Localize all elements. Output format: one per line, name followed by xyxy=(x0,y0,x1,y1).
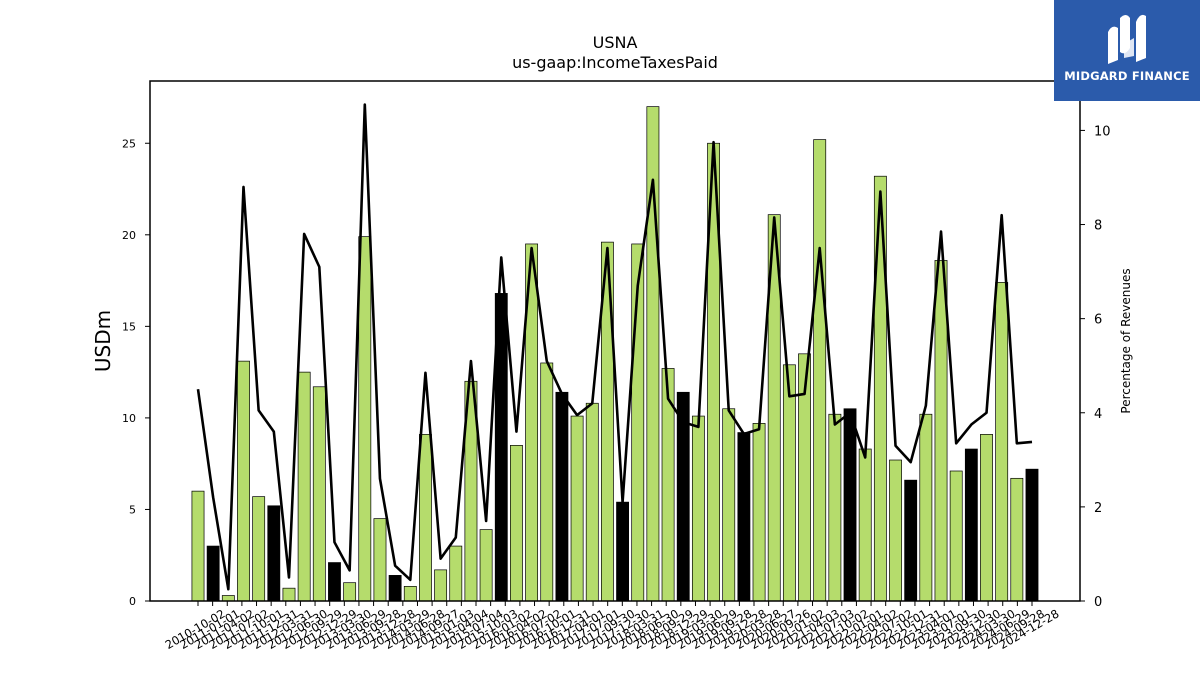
bar-36 xyxy=(737,432,751,602)
bar-47 xyxy=(904,479,918,602)
bar-33 xyxy=(691,415,705,602)
bar-6 xyxy=(282,587,296,602)
x-axis: 2010-10-022011-01-012011-04-022011-07-02… xyxy=(163,601,1062,652)
bar-0 xyxy=(191,490,205,602)
bar-21 xyxy=(510,445,523,602)
y-axis-label: USDm xyxy=(91,310,115,372)
midgard-logo-icon xyxy=(1108,14,1146,65)
y2-axis-label: Percentage of Revenues xyxy=(1119,268,1133,413)
bar-53 xyxy=(995,282,1009,602)
y-tick-label: 20 xyxy=(122,229,136,242)
bar-24 xyxy=(555,391,569,602)
y-tick-label: 0 xyxy=(129,595,136,608)
y-tick-label: 10 xyxy=(122,412,136,425)
bars-layer xyxy=(191,106,1039,602)
bar-46 xyxy=(889,459,902,602)
chart-title: USNA xyxy=(593,33,638,52)
bar-16 xyxy=(434,569,448,602)
bar-48 xyxy=(919,413,933,602)
bar-45 xyxy=(873,175,887,602)
bar-11 xyxy=(358,236,372,602)
y2-tick-label: 2 xyxy=(1094,501,1102,516)
bar-43 xyxy=(843,408,857,602)
bar-37 xyxy=(752,423,766,602)
bar-2 xyxy=(221,595,235,602)
brand-name: MIDGARD FINANCE xyxy=(1064,69,1190,83)
bar-10 xyxy=(343,582,357,602)
bar-1 xyxy=(206,545,220,602)
bar-52 xyxy=(980,434,993,602)
bar-26 xyxy=(585,402,599,602)
bar-4 xyxy=(252,496,266,602)
bar-54 xyxy=(1010,477,1024,602)
bar-14 xyxy=(403,585,417,602)
line-series xyxy=(196,103,1033,591)
y-tick-label: 25 xyxy=(122,137,136,150)
y2-tick-label: 4 xyxy=(1094,407,1102,422)
y2-tick-label: 0 xyxy=(1094,595,1102,610)
bar-19 xyxy=(479,529,493,602)
bar-55 xyxy=(1025,468,1039,602)
y2-tick-label: 6 xyxy=(1094,313,1102,328)
bar-8 xyxy=(312,386,326,602)
plot-frame xyxy=(149,80,1081,602)
bar-17 xyxy=(449,545,463,602)
bar-7 xyxy=(297,371,311,602)
bar-49 xyxy=(934,260,948,602)
bar-51 xyxy=(964,448,978,602)
bar-15 xyxy=(419,434,432,602)
bar-3 xyxy=(237,360,250,602)
y-tick-label: 5 xyxy=(129,503,136,516)
bar-41 xyxy=(813,139,827,602)
bar-42 xyxy=(828,413,842,602)
bar-28 xyxy=(616,501,630,602)
bar-12 xyxy=(373,518,387,602)
bar-44 xyxy=(858,448,872,602)
bar-25 xyxy=(570,415,584,602)
y2-tick-label: 8 xyxy=(1094,219,1102,234)
chart-subtitle: us-gaap:IncomeTaxesPaid xyxy=(512,53,718,72)
y2-tick-label: 10 xyxy=(1094,124,1111,139)
line-layer xyxy=(196,103,1033,591)
bar-5 xyxy=(267,505,281,602)
brand-logo: MIDGARD FINANCE xyxy=(1054,0,1200,101)
bar-35 xyxy=(722,408,736,602)
y-axis-left: 0 5 10 15 20 25 xyxy=(122,137,150,608)
bar-13 xyxy=(388,575,402,602)
bar-50 xyxy=(949,470,963,602)
y-tick-label: 15 xyxy=(122,320,136,333)
bar-9 xyxy=(328,562,341,602)
bar-39 xyxy=(782,364,796,602)
bar-23 xyxy=(540,362,554,602)
y-axis-right: 0 2 4 6 8 10 xyxy=(1080,124,1111,610)
